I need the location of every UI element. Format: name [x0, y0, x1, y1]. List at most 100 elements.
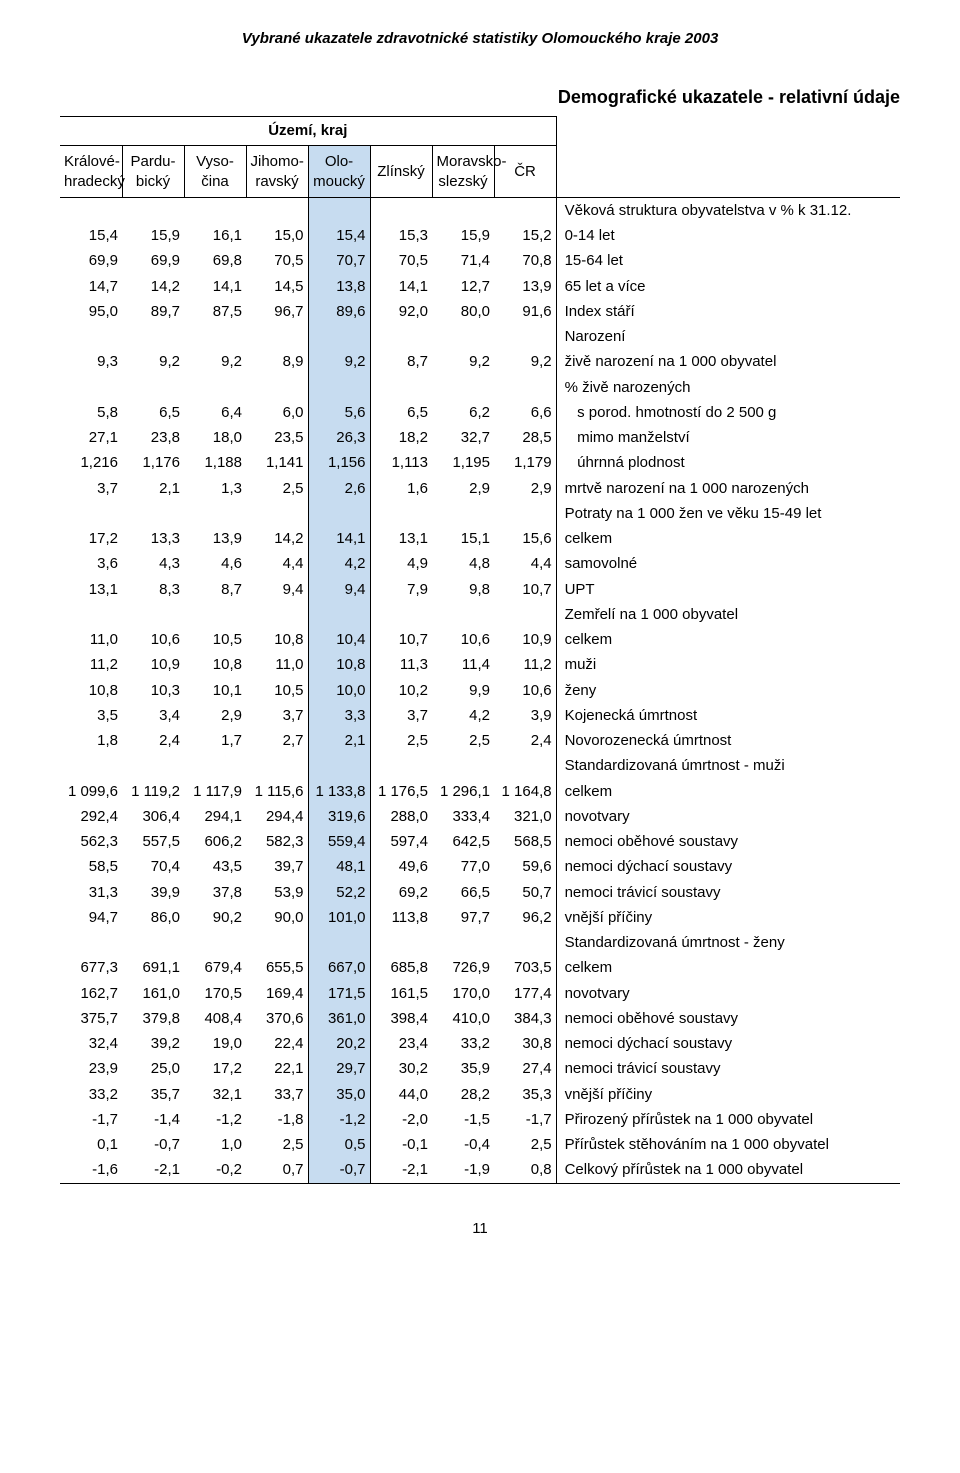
row-label: celkem: [556, 779, 900, 804]
table-cell: 9,2: [308, 350, 370, 375]
table-cell: [246, 931, 308, 956]
row-label: Potraty na 1 000 žen ve věku 15-49 let: [556, 501, 900, 526]
table-cell: 557,5: [122, 830, 184, 855]
table-cell: 39,9: [122, 880, 184, 905]
table-cell: [122, 501, 184, 526]
row-label: 0-14 let: [556, 224, 900, 249]
table-cell: 69,9: [60, 249, 122, 274]
row-label: mimo manželství: [556, 426, 900, 451]
table-cell: -1,5: [432, 1107, 494, 1132]
table-cell: 10,6: [122, 628, 184, 653]
table-cell: 77,0: [432, 855, 494, 880]
table-cell: 655,5: [246, 956, 308, 981]
table-cell: 90,2: [184, 905, 246, 930]
table-cell: 597,4: [370, 830, 432, 855]
row-label: Přirozený přírůstek na 1 000 obyvatel: [556, 1107, 900, 1132]
table-cell: 3,7: [60, 476, 122, 501]
table-cell: -1,7: [494, 1107, 556, 1132]
table-cell: 95,0: [60, 299, 122, 324]
table-cell: [370, 754, 432, 779]
table-cell: 10,9: [494, 628, 556, 653]
table-cell: 70,5: [370, 249, 432, 274]
table-cell: [184, 501, 246, 526]
table-cell: [246, 375, 308, 400]
table-cell: [308, 754, 370, 779]
row-label: Zemřelí na 1 000 obyvatel: [556, 602, 900, 627]
table-cell: 70,7: [308, 249, 370, 274]
table-cell: 6,5: [370, 400, 432, 425]
table-cell: 10,8: [246, 628, 308, 653]
table-cell: 30,2: [370, 1057, 432, 1082]
table-cell: 39,2: [122, 1032, 184, 1057]
table-cell: 1 119,2: [122, 779, 184, 804]
table-cell: 70,4: [122, 855, 184, 880]
table-cell: [122, 754, 184, 779]
table-cell: 3,6: [60, 552, 122, 577]
table-cell: 375,7: [60, 1006, 122, 1031]
row-label: samovolné: [556, 552, 900, 577]
table-cell: 15,9: [122, 224, 184, 249]
row-label: Kojenecká úmrtnost: [556, 703, 900, 728]
table-cell: [184, 754, 246, 779]
row-label: % živě narozených: [556, 375, 900, 400]
table-cell: [494, 754, 556, 779]
row-label: ženy: [556, 678, 900, 703]
page-subtitle: Demografické ukazatele - relativní údaje: [60, 87, 900, 108]
table-cell: 0,1: [60, 1133, 122, 1158]
table-cell: 679,4: [184, 956, 246, 981]
table-cell: 92,0: [370, 299, 432, 324]
table-cell: 1,141: [246, 451, 308, 476]
table-cell: 170,0: [432, 981, 494, 1006]
table-cell: 70,8: [494, 249, 556, 274]
table-cell: 9,8: [432, 577, 494, 602]
table-cell: 306,4: [122, 804, 184, 829]
table-cell: 333,4: [432, 804, 494, 829]
table-cell: 31,3: [60, 880, 122, 905]
table-cell: 22,1: [246, 1057, 308, 1082]
table-cell: 52,2: [308, 880, 370, 905]
table-cell: 89,7: [122, 299, 184, 324]
table-cell: 30,8: [494, 1032, 556, 1057]
table-cell: [432, 501, 494, 526]
table-cell: 10,3: [122, 678, 184, 703]
table-cell: -0,1: [370, 1133, 432, 1158]
table-cell: 1 115,6: [246, 779, 308, 804]
document-title: Vybrané ukazatele zdravotnické statistik…: [60, 30, 900, 47]
table-cell: 96,2: [494, 905, 556, 930]
table-cell: -1,9: [432, 1158, 494, 1184]
table-cell: 15,9: [432, 224, 494, 249]
column-header: Králové-hradecký: [60, 146, 122, 198]
table-cell: 294,1: [184, 804, 246, 829]
table-cell: 559,4: [308, 830, 370, 855]
table-cell: 86,0: [122, 905, 184, 930]
table-cell: -2,1: [370, 1158, 432, 1184]
table-cell: 2,6: [308, 476, 370, 501]
table-cell: -1,8: [246, 1107, 308, 1132]
table-cell: 9,4: [308, 577, 370, 602]
table-cell: -0,2: [184, 1158, 246, 1184]
table-cell: 26,3: [308, 426, 370, 451]
table-cell: 1 296,1: [432, 779, 494, 804]
table-cell: 9,2: [122, 350, 184, 375]
table-cell: 1,195: [432, 451, 494, 476]
table-cell: 14,2: [122, 274, 184, 299]
table-cell: 33,7: [246, 1082, 308, 1107]
table-cell: 20,2: [308, 1032, 370, 1057]
table-cell: [184, 602, 246, 627]
table-cell: [184, 375, 246, 400]
table-cell: 3,7: [370, 703, 432, 728]
table-cell: 13,9: [494, 274, 556, 299]
table-cell: 398,4: [370, 1006, 432, 1031]
table-cell: 11,3: [370, 653, 432, 678]
table-cell: 10,4: [308, 628, 370, 653]
table-cell: 9,2: [184, 350, 246, 375]
table-cell: 3,9: [494, 703, 556, 728]
table-cell: [432, 325, 494, 350]
table-cell: 113,8: [370, 905, 432, 930]
row-label: 15-64 let: [556, 249, 900, 274]
row-label: nemoci dýchací soustavy: [556, 1032, 900, 1057]
table-cell: 22,4: [246, 1032, 308, 1057]
table-cell: 319,6: [308, 804, 370, 829]
row-label: novotvary: [556, 804, 900, 829]
table-cell: 10,9: [122, 653, 184, 678]
